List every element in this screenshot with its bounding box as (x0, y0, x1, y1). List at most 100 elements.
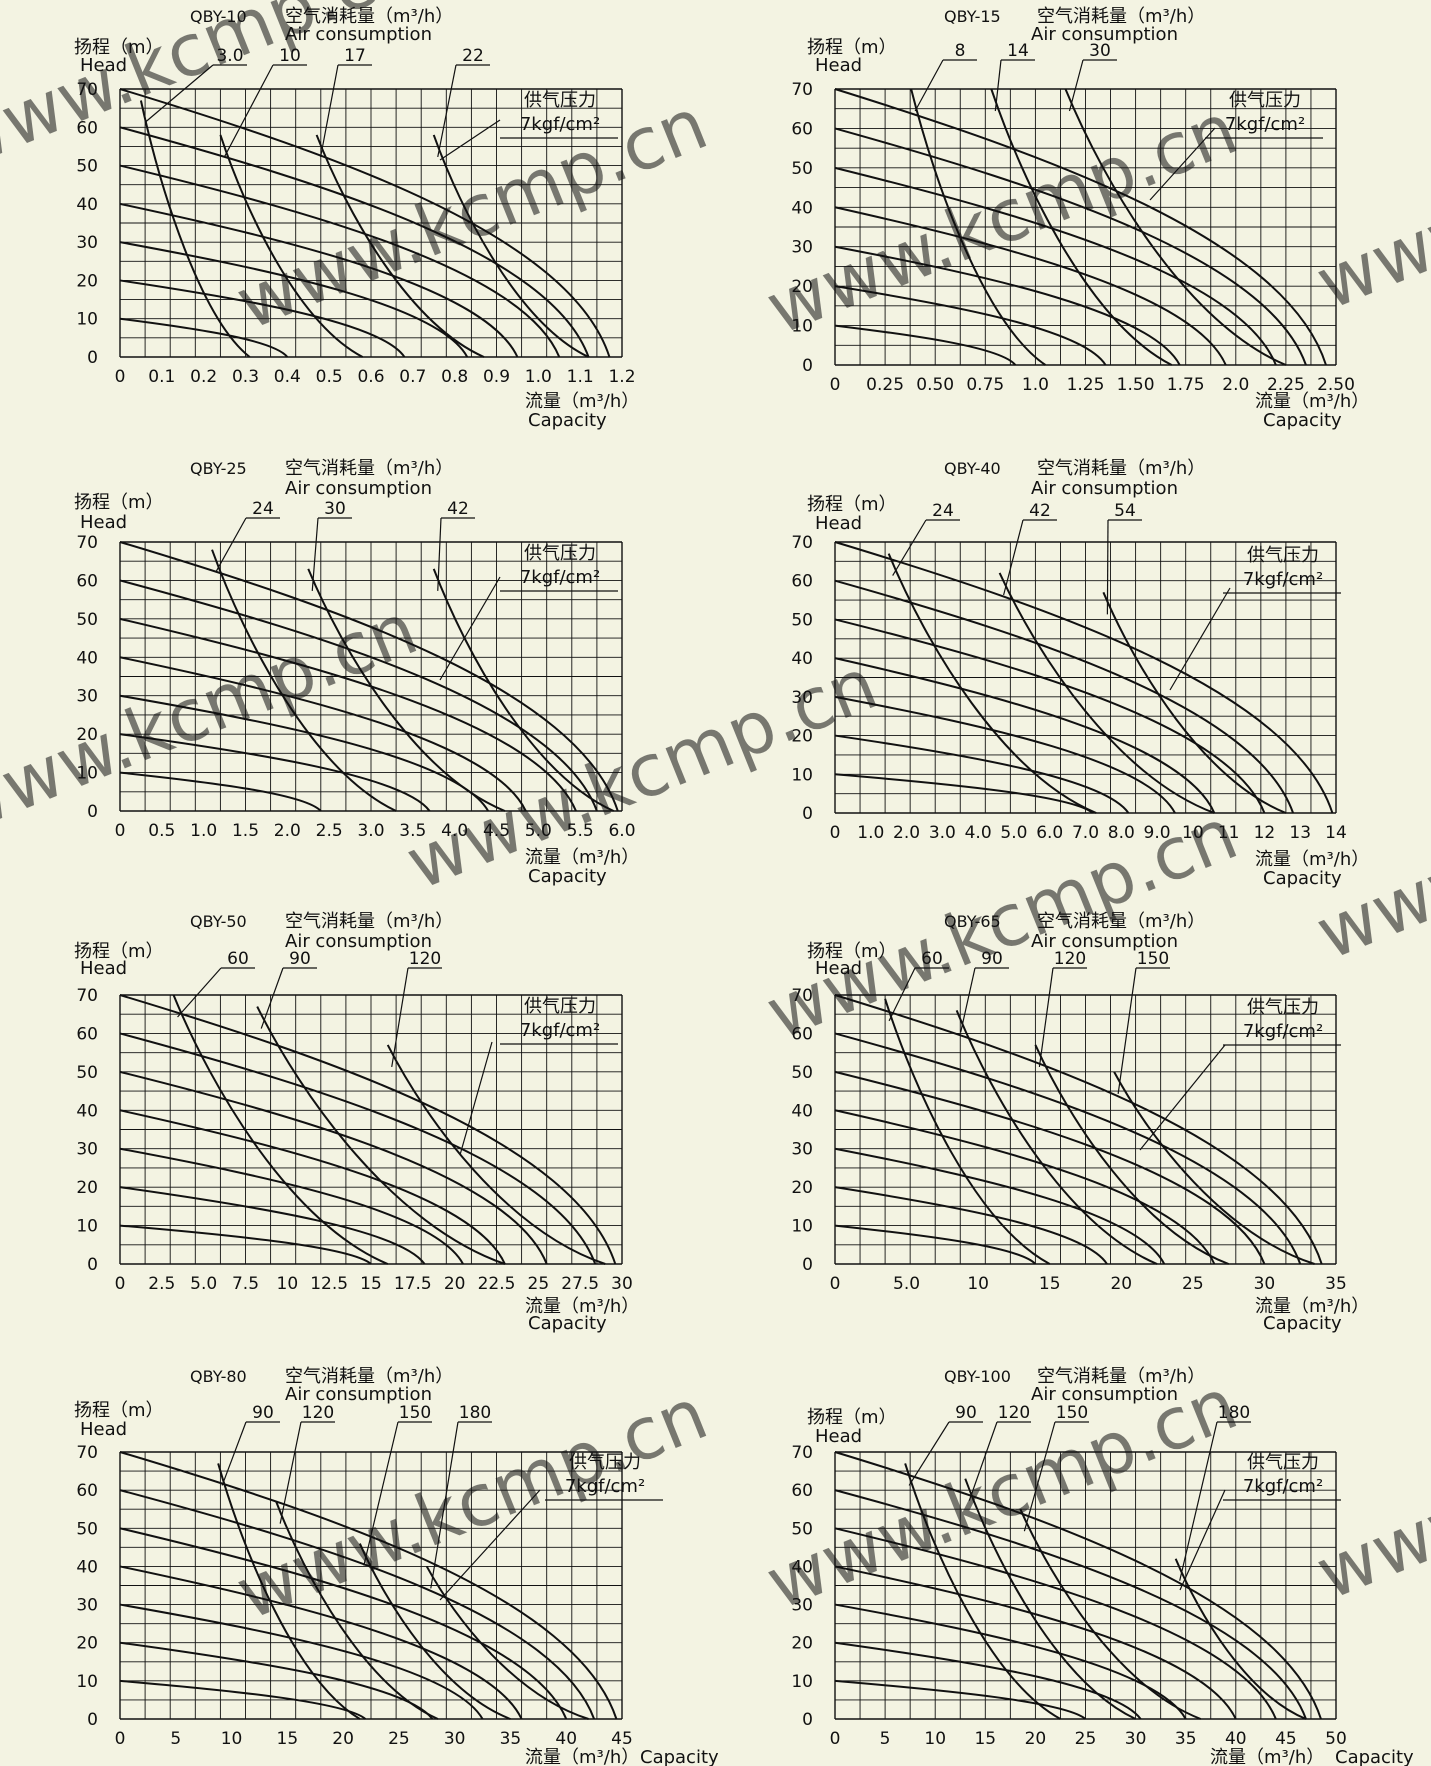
x-tick-label: 7.0 (1072, 823, 1099, 843)
air-label-leader (221, 1421, 247, 1486)
chart-panel-qby-40: 0 10 20 30 40 50 60 70 0 1.0 2.0 3.0 4.0 5.0 6.0 7.0 8.0… (791, 458, 1369, 889)
x-tick-label: 0 (830, 375, 841, 395)
x-tick-label: 30 (444, 1729, 466, 1749)
x-axis-label-en: Capacity (528, 1313, 607, 1334)
y-tick-label: 20 (76, 1634, 98, 1654)
air-consumption-label-cn: 空气消耗量（m³/h） (1037, 911, 1205, 932)
y-tick-label: 50 (76, 610, 98, 630)
x-tick-label: 0 (830, 1729, 841, 1749)
x-axis-label-en: Capacity (528, 410, 607, 431)
x-tick-label: 1.5 (232, 821, 259, 841)
pressure-curve (834, 1565, 1237, 1720)
pressure-curve (119, 164, 561, 358)
y-tick-label: 60 (791, 1481, 813, 1501)
air-consumption-value-label: 150 (1056, 1403, 1088, 1423)
x-tick-label: 0.1 (148, 367, 175, 387)
y-axis-label-en: Head (80, 512, 127, 533)
air-consumption-curve (211, 549, 397, 812)
x-tick-label: 15 (277, 1729, 299, 1749)
y-tick-label: 60 (76, 1024, 98, 1044)
watermark: www.kcmp.cn (1305, 1351, 1431, 1616)
x-tick-label: 10 (924, 1729, 946, 1749)
pressure-curve (834, 994, 1323, 1265)
y-tick-label: 50 (76, 1063, 98, 1083)
y-tick-label: 10 (76, 1217, 98, 1237)
chart-panel-qby-80: 0 10 20 30 40 50 60 70 0 5 10 15 20 25 30 35 40 45 QBY-80 空… (74, 1366, 719, 1766)
pressure-curve (834, 127, 1307, 366)
y-tick-label: 70 (76, 986, 98, 1006)
x-axis-label-cn: 流量（m³/h） (525, 1747, 639, 1766)
x-tick-label: 25 (1075, 1729, 1097, 1749)
air-consumption-label-en: Air consumption (285, 931, 432, 952)
chart-panel-qby-15: 0 10 20 30 40 50 60 70 0 0.25 0.50 0.75 1.0 1.25 1.50 1… (791, 6, 1369, 431)
y-tick-label: 50 (791, 1063, 813, 1083)
x-tick-label: 10 (967, 1274, 989, 1294)
pressure-label-value: 7kgf/cm² (1243, 1021, 1323, 1042)
x-axis-label-cn: 流量（m³/h） (525, 391, 639, 412)
x-tick-label: 3.0 (929, 823, 956, 843)
x-tick-label: 7.5 (232, 1274, 259, 1294)
x-tick-label: 11 (1218, 823, 1240, 843)
y-tick-label: 0 (87, 1710, 98, 1730)
x-tick-label: 4.0 (965, 823, 992, 843)
y-tick-label: 20 (791, 1634, 813, 1654)
chart-title: QBY-15 (944, 7, 1001, 26)
air-consumption-label-en: Air consumption (1031, 478, 1178, 499)
air-consumption-value-label: 150 (1137, 949, 1169, 969)
pressure-label-cn: 供气压力 (524, 996, 596, 1017)
pressure-curve (119, 541, 619, 812)
air-label-leader (1023, 1421, 1056, 1532)
pressure-curve (119, 1527, 568, 1720)
air-label-leader (391, 967, 409, 1068)
pressure-curve (834, 324, 1017, 366)
air-consumption-value-label: 24 (932, 501, 954, 521)
pressure-curve (834, 1451, 1322, 1720)
y-tick-label: 10 (791, 317, 813, 337)
pressure-label-value: 7kgf/cm² (1225, 114, 1305, 135)
pressure-curve (119, 617, 577, 812)
x-tick-label: 0.7 (399, 367, 426, 387)
air-consumption-value-label: 120 (409, 949, 441, 969)
x-tick-label: 20 (444, 1274, 466, 1294)
x-tick-label: 30 (1254, 1274, 1276, 1294)
x-tick-label: 1.75 (1167, 375, 1205, 395)
x-tick-label: 8.0 (1108, 823, 1135, 843)
chart-panel-qby-25: 0 10 20 30 40 50 60 70 0 0.5 1.0 1.5 2.0 2.5 3.0 3.5 4.0… (74, 458, 639, 887)
pressure-curve (119, 1565, 523, 1720)
pressure-label-cn: 供气压力 (1247, 997, 1319, 1018)
air-label-leader (1106, 519, 1109, 615)
x-tick-label: 30 (1125, 1729, 1147, 1749)
y-tick-label: 50 (76, 157, 98, 177)
pressure-curve (119, 1451, 618, 1720)
x-tick-label: 5 (170, 1729, 181, 1749)
x-tick-label: 1.2 (608, 367, 635, 387)
air-consumption-curve (910, 88, 1046, 366)
x-tick-label: 10 (277, 1274, 299, 1294)
y-tick-label: 20 (791, 277, 813, 297)
pressure-curve (834, 1527, 1277, 1720)
y-axis-label-cn: 扬程（m） (74, 1400, 164, 1421)
x-tick-label: 25 (528, 1274, 550, 1294)
y-tick-label: 70 (791, 1443, 813, 1463)
air-consumption-value-label: 30 (1089, 41, 1111, 61)
y-tick-label: 30 (76, 233, 98, 253)
pressure-curve (119, 126, 590, 358)
air-consumption-value-label: 60 (227, 949, 249, 969)
x-axis-label-cn: 流量（m³/h） (1255, 391, 1369, 412)
pressure-curve (834, 1679, 1087, 1720)
y-tick-label: 40 (791, 649, 813, 669)
pressure-curve (834, 773, 1094, 814)
air-consumption-value-label: 120 (998, 1403, 1030, 1423)
air-label-leader (437, 517, 442, 591)
pressure-curve (834, 618, 1266, 814)
x-tick-label: 0.25 (866, 375, 904, 395)
pressure-label-value: 7kgf/cm² (1243, 569, 1323, 590)
pressure-curve (834, 579, 1295, 814)
y-tick-label: 40 (76, 648, 98, 668)
x-axis-label-cn: 流量（m³/h） (525, 847, 639, 868)
pressure-leader-line (1169, 587, 1231, 691)
x-tick-label: 2.50 (1317, 375, 1355, 395)
x-tick-label: 2.0 (1222, 375, 1249, 395)
y-tick-label: 60 (76, 1481, 98, 1501)
pressure-label-value: 7kgf/cm² (520, 114, 600, 135)
